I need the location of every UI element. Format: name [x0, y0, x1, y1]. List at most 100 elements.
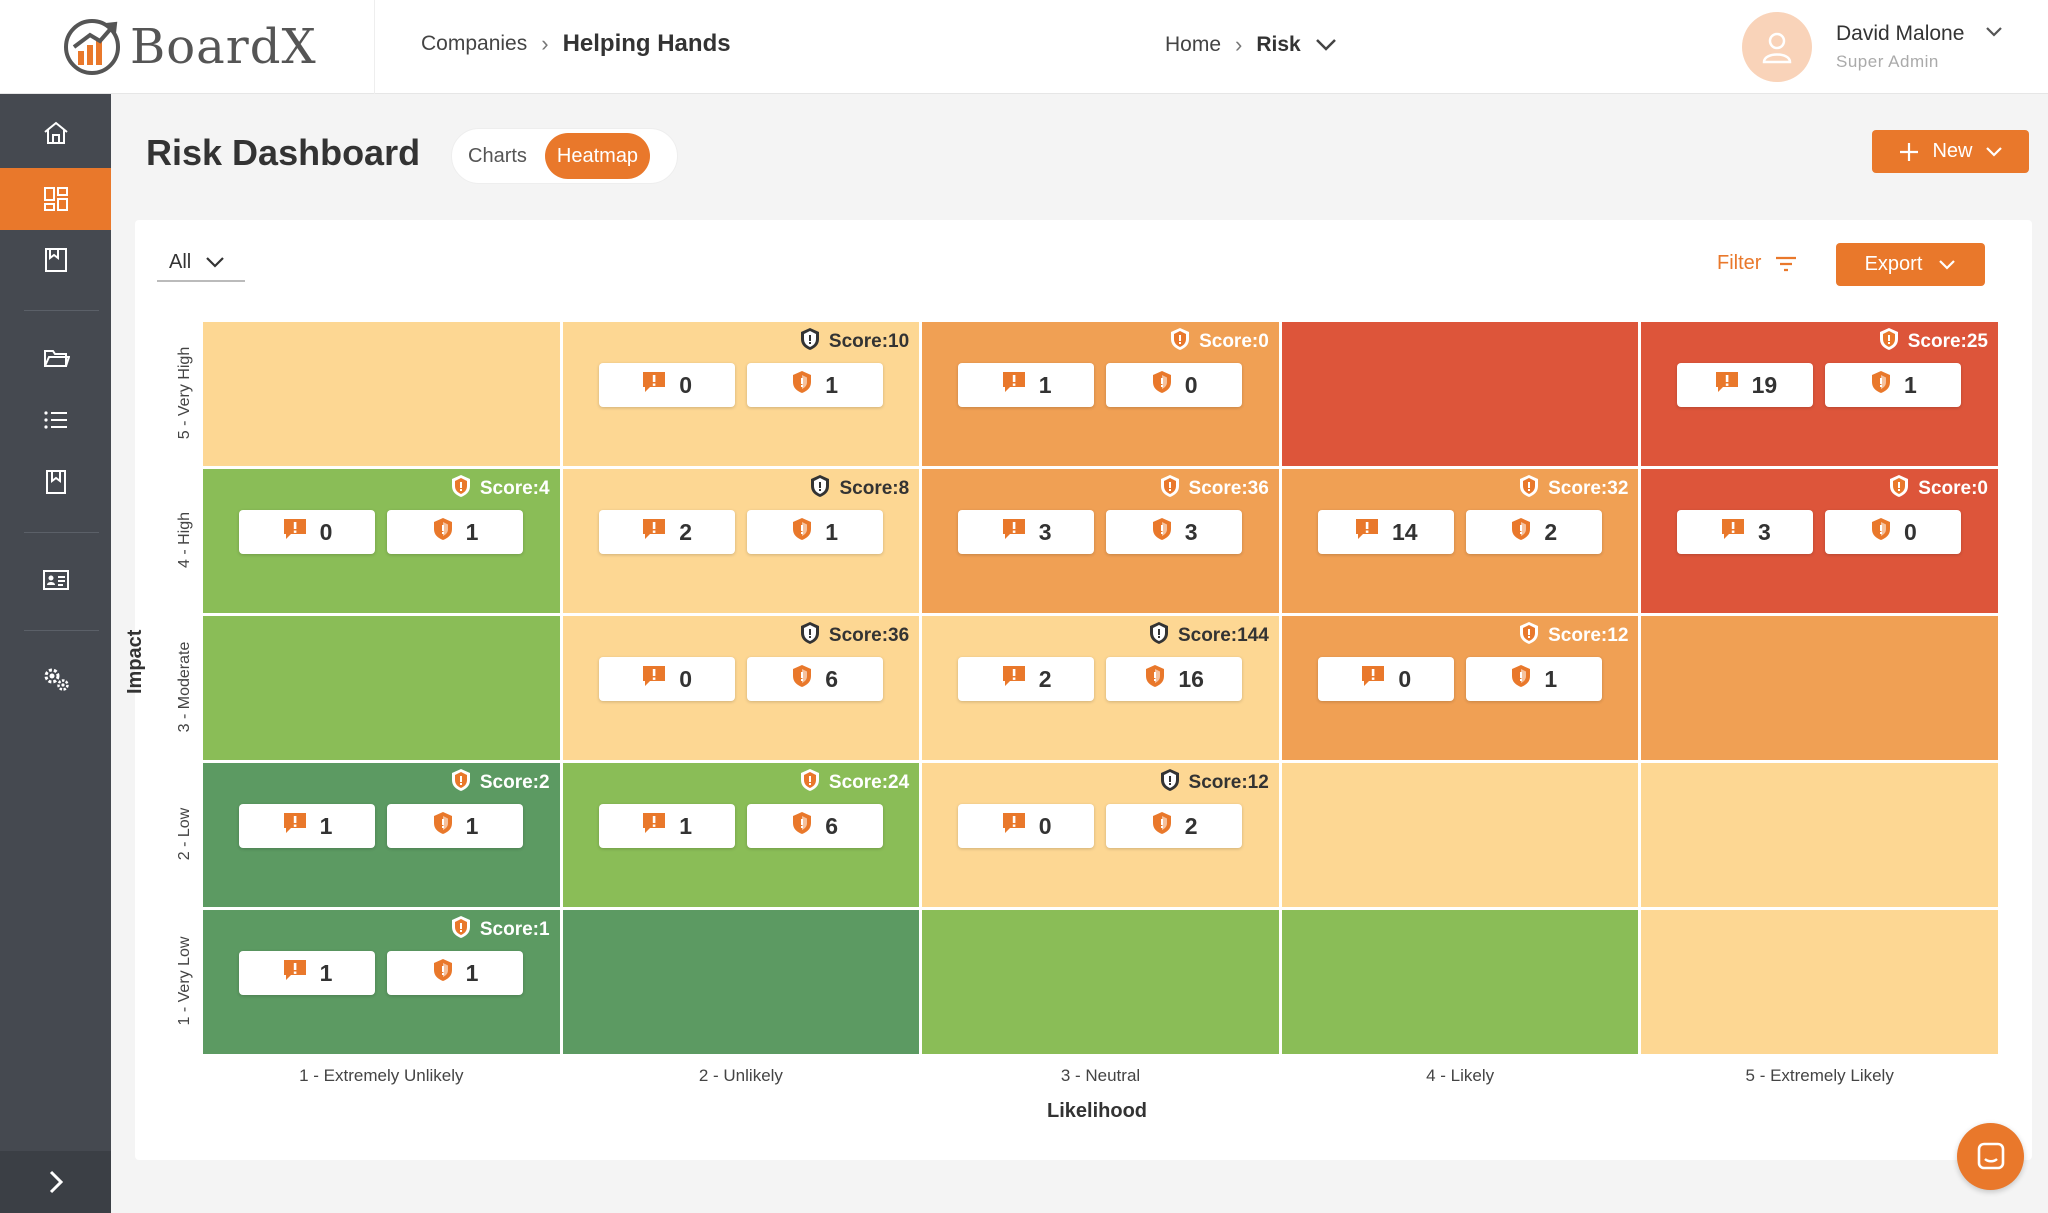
- avatar[interactable]: [1742, 12, 1812, 82]
- tab-charts[interactable]: Charts: [468, 144, 527, 167]
- issue-count-button[interactable]: 2: [958, 657, 1095, 701]
- risk-count-button[interactable]: 1: [746, 510, 883, 554]
- issue-count-button[interactable]: 3: [1677, 510, 1814, 554]
- sidebar-item-register[interactable]: [0, 229, 111, 291]
- score-value: 2: [539, 772, 550, 793]
- score-value: 12: [1607, 625, 1629, 646]
- chevron-right-icon: ›: [1235, 32, 1243, 57]
- risk-count-button[interactable]: 2: [1465, 510, 1602, 554]
- issue-count-button[interactable]: 19: [1677, 363, 1814, 407]
- issue-count-button[interactable]: 0: [598, 363, 735, 407]
- risk-count: 1: [825, 518, 838, 545]
- cell-score: Score: 10: [799, 327, 909, 357]
- new-button-label: New: [1932, 140, 1973, 162]
- risk-count-button[interactable]: 1: [387, 951, 523, 995]
- issue-icon: [641, 664, 667, 694]
- chevron-down-icon[interactable]: [1315, 38, 1337, 52]
- breadcrumb-home[interactable]: Home: [1165, 33, 1222, 56]
- export-button[interactable]: Export: [1836, 243, 1985, 286]
- issue-count-button[interactable]: 1: [958, 363, 1095, 407]
- risk-count-button[interactable]: 1: [1465, 657, 1602, 701]
- breadcrumb-company[interactable]: Helping Hands: [562, 30, 731, 57]
- heatmap-cell[interactable]: Score: 25 19 1: [1641, 322, 1998, 466]
- issue-count-button[interactable]: 14: [1317, 510, 1454, 554]
- user-menu[interactable]: David Malone Super Admin: [1742, 12, 2002, 82]
- heatmap-cell[interactable]: Score: 36 0 6: [562, 616, 920, 760]
- score-label: Score:: [1199, 331, 1259, 352]
- sidebar-item-settings[interactable]: [0, 647, 111, 709]
- sidebar-item-documents[interactable]: [0, 327, 111, 389]
- filter-select[interactable]: All: [157, 244, 245, 282]
- heatmap-cell[interactable]: [1281, 322, 1639, 466]
- risk-count-button[interactable]: 16: [1106, 657, 1243, 701]
- risk-count-button[interactable]: 1: [387, 804, 523, 848]
- risk-count-button[interactable]: 1: [387, 510, 523, 554]
- issue-count-button[interactable]: 2: [598, 510, 735, 554]
- issue-count-button[interactable]: 3: [958, 510, 1095, 554]
- sidebar-item-home[interactable]: [0, 102, 111, 164]
- heatmap-cell[interactable]: Score: 24 1 6: [562, 763, 920, 907]
- sidebar-item-dashboard[interactable]: [0, 168, 111, 230]
- sidebar-item-list[interactable]: [0, 389, 111, 451]
- sidebar-item-contacts[interactable]: [0, 549, 111, 611]
- app-logo[interactable]: BoardX: [62, 16, 317, 78]
- risk-count-button[interactable]: 2: [1106, 804, 1243, 848]
- breadcrumb-companies[interactable]: Companies: [421, 32, 528, 55]
- sidebar-divider: [24, 532, 99, 533]
- user-role: Super Admin: [1836, 52, 1939, 71]
- heatmap-cell[interactable]: Score: 12 0 2: [922, 763, 1279, 907]
- heatmap-cell[interactable]: [562, 910, 920, 1054]
- chevron-right-icon: [49, 1170, 63, 1194]
- heatmap-cell[interactable]: [1281, 763, 1639, 907]
- filter-button[interactable]: Filter: [1717, 252, 1797, 275]
- risk-count-button[interactable]: 1: [1825, 363, 1962, 407]
- issue-count-button[interactable]: 1: [239, 804, 375, 848]
- heatmap-cell[interactable]: Score: 36 3 3: [922, 469, 1279, 613]
- heatmap-cell[interactable]: [203, 616, 560, 760]
- user-info: David Malone Super Admin: [1836, 22, 1964, 72]
- issue-count-button[interactable]: 0: [1317, 657, 1454, 701]
- heatmap-cell[interactable]: Score: 10 0 1: [562, 322, 920, 466]
- heatmap-cell[interactable]: [1641, 763, 1998, 907]
- risk-count-button[interactable]: 1: [746, 363, 883, 407]
- cell-score: Score: 12: [1518, 621, 1628, 651]
- heatmap-cell[interactable]: [922, 910, 1279, 1054]
- new-button[interactable]: New: [1872, 130, 2029, 173]
- issue-count-button[interactable]: 1: [598, 804, 735, 848]
- chevron-down-icon[interactable]: [1985, 26, 2003, 38]
- tab-heatmap[interactable]: Heatmap: [544, 133, 651, 179]
- chat-launcher-button[interactable]: [1957, 1123, 2024, 1190]
- risk-count-button[interactable]: 6: [746, 804, 883, 848]
- heatmap-cell[interactable]: Score: 12 0 1: [1281, 616, 1639, 760]
- folder-icon: [43, 350, 70, 367]
- issue-count-button[interactable]: 0: [239, 510, 375, 554]
- score-label: Score:: [1177, 625, 1238, 646]
- heatmap-cell[interactable]: [1641, 910, 1998, 1054]
- sidebar-expand-button[interactable]: [0, 1151, 111, 1213]
- breadcrumb-risk[interactable]: Risk: [1256, 33, 1301, 56]
- issue-count-button[interactable]: 1: [239, 951, 375, 995]
- issue-count-button[interactable]: 0: [598, 657, 735, 701]
- heatmap-cell[interactable]: Score: 144 2 16: [922, 616, 1279, 760]
- sidebar-item-bookmarks[interactable]: [0, 451, 111, 513]
- score-shield-icon: [1159, 474, 1181, 504]
- score-label: Score:: [1188, 772, 1248, 793]
- heatmap-cell[interactable]: Score: 32 14 2: [1281, 469, 1639, 613]
- risk-count-button[interactable]: 6: [746, 657, 883, 701]
- heatmap-cell[interactable]: [1281, 910, 1639, 1054]
- risk-count-button[interactable]: 0: [1106, 363, 1243, 407]
- heatmap-cell[interactable]: [203, 322, 560, 466]
- issue-count-button[interactable]: 0: [958, 804, 1095, 848]
- chevron-down-icon: [206, 257, 225, 268]
- risk-count-button[interactable]: 0: [1825, 510, 1962, 554]
- heatmap-cell[interactable]: [1641, 616, 1998, 760]
- risk-count-button[interactable]: 3: [1106, 510, 1243, 554]
